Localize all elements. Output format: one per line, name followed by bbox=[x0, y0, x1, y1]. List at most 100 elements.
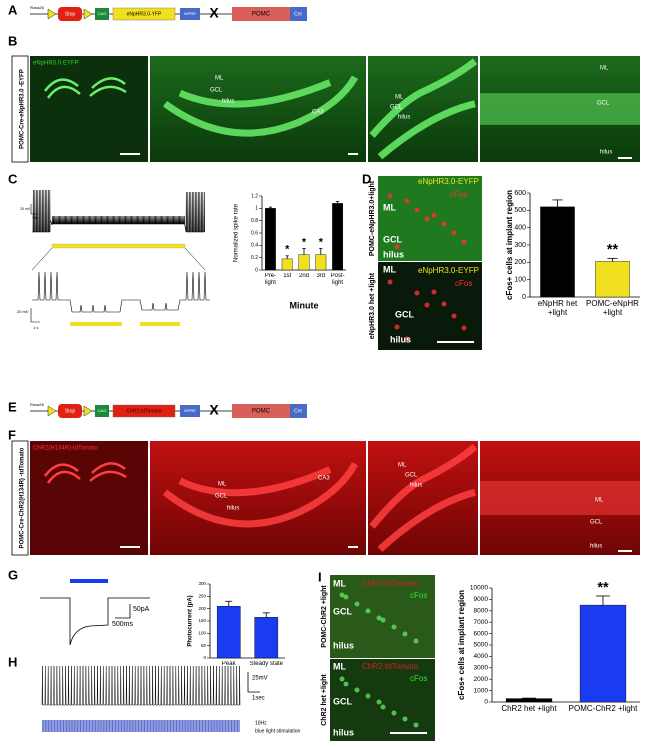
bar bbox=[540, 206, 575, 298]
x-tick-label: eNpHR het +light bbox=[537, 300, 578, 317]
cre-box bbox=[290, 7, 307, 21]
stain-label: ChR2-tdTomato bbox=[362, 662, 419, 671]
side-label: POMC-Cre-eNpHR3.0 -EYFP bbox=[20, 69, 26, 149]
x-tick-label: eNpHR het +light bbox=[537, 300, 578, 317]
cell bbox=[414, 290, 420, 296]
cell bbox=[339, 676, 345, 682]
region-label: ML bbox=[333, 578, 346, 588]
tissue bbox=[480, 93, 640, 125]
cell bbox=[461, 325, 467, 331]
x-tick-label: POMC-eNpHR +light bbox=[586, 300, 639, 317]
region-label: GCL bbox=[383, 234, 403, 244]
scale-label: 500ms bbox=[112, 621, 134, 628]
cell bbox=[387, 279, 393, 285]
x-tick-label: 1st bbox=[283, 273, 292, 279]
cross: X bbox=[209, 5, 219, 21]
current-trace bbox=[40, 597, 150, 646]
region-label: CA3 bbox=[318, 476, 330, 482]
stain-label: eNpHR3.0-EYFP bbox=[418, 177, 479, 186]
loxp bbox=[83, 8, 93, 20]
y-tick-label: 400 bbox=[514, 225, 526, 232]
y-tick-label: 0.6 bbox=[251, 230, 258, 236]
y-tick-label: 600 bbox=[514, 190, 526, 197]
y-tick-label: 500 bbox=[514, 207, 526, 214]
cell bbox=[402, 716, 408, 722]
cell bbox=[380, 704, 386, 710]
tissue bbox=[178, 466, 332, 497]
cell bbox=[451, 230, 457, 236]
wpre: WPRE bbox=[184, 11, 196, 16]
side-label: eNpHR3.0 het +light bbox=[369, 272, 376, 339]
region-label: CA3 bbox=[312, 110, 324, 116]
panel-label: B bbox=[8, 33, 17, 48]
region-label: ML bbox=[395, 95, 404, 101]
y-tick-label: 8000 bbox=[474, 608, 489, 615]
voltage-trace bbox=[32, 189, 205, 233]
region-label: GCL bbox=[597, 101, 610, 107]
scale-bar bbox=[30, 308, 40, 323]
stop: Stop bbox=[65, 11, 76, 17]
x-tick-label: ChR2 het +light bbox=[501, 705, 556, 713]
y-tick-label: 0 bbox=[203, 655, 206, 660]
region-label: GCL bbox=[333, 696, 353, 706]
y-tick-label: 7000 bbox=[474, 619, 489, 626]
cell bbox=[424, 216, 430, 222]
cre: Cre bbox=[294, 11, 302, 17]
cell bbox=[343, 594, 349, 600]
cell bbox=[451, 313, 457, 319]
y-tick-label: 250 bbox=[198, 594, 206, 599]
x-tick-label: 3rd bbox=[316, 273, 326, 279]
cell bbox=[431, 212, 437, 218]
y-tick-label: 1 bbox=[255, 206, 258, 212]
zoom-line bbox=[31, 247, 206, 271]
scale-label: 50pA bbox=[133, 606, 150, 613]
region-label: ML bbox=[600, 66, 609, 72]
bar bbox=[298, 254, 310, 271]
region-label: GCL bbox=[390, 105, 403, 111]
region-label: GCL bbox=[215, 494, 228, 500]
x-tick-label: 2nd bbox=[299, 273, 309, 279]
region-label: hilus bbox=[333, 640, 354, 650]
marker-label: cFos bbox=[410, 674, 427, 683]
y-tick-label: 150 bbox=[198, 618, 206, 623]
side-label: ChR2 het +light bbox=[321, 674, 328, 726]
light-bar bbox=[70, 322, 122, 326]
cell bbox=[343, 681, 349, 687]
bar bbox=[254, 617, 279, 659]
side-label: POMC-ChR2 +light bbox=[321, 585, 328, 648]
y-tick-label: 6000 bbox=[474, 630, 489, 637]
stain-label: ChR2(H134R)-tdTomato bbox=[33, 446, 98, 452]
region-label: hilus bbox=[410, 483, 422, 489]
region-label: ML bbox=[215, 76, 224, 82]
micrograph bbox=[30, 441, 148, 555]
tissue bbox=[377, 488, 476, 552]
region-label: hilus bbox=[333, 727, 354, 737]
cag-box bbox=[95, 405, 109, 417]
cell bbox=[394, 244, 400, 250]
scale-label: 1sec bbox=[252, 696, 265, 702]
cell bbox=[461, 239, 467, 245]
marker-label: cFos bbox=[455, 279, 472, 288]
y-tick-label: 0.8 bbox=[251, 218, 258, 224]
wpre: WPRE bbox=[184, 408, 196, 413]
y-tick-label: 1000 bbox=[474, 687, 489, 694]
y-tick-label: 5000 bbox=[474, 642, 489, 649]
cell bbox=[376, 699, 382, 705]
panel-label: C bbox=[8, 171, 18, 186]
region-label: ML bbox=[595, 498, 604, 504]
stain-label: eNpHR3.0-EYFP bbox=[418, 266, 479, 275]
marker-label: cFos bbox=[410, 591, 427, 600]
tissue bbox=[162, 462, 359, 528]
stop-box bbox=[58, 404, 82, 418]
cell bbox=[394, 324, 400, 330]
region-label: hilus bbox=[600, 150, 612, 156]
region-label: hilus bbox=[227, 506, 239, 512]
cell bbox=[413, 722, 419, 728]
driver-box bbox=[232, 7, 290, 21]
bar bbox=[332, 203, 344, 271]
y-axis-label: cFos+ cells at implant region bbox=[505, 190, 514, 300]
gene: eNpHR3.0-YFP bbox=[127, 11, 162, 17]
side-box bbox=[11, 55, 29, 163]
region-label: GCL bbox=[333, 606, 353, 616]
